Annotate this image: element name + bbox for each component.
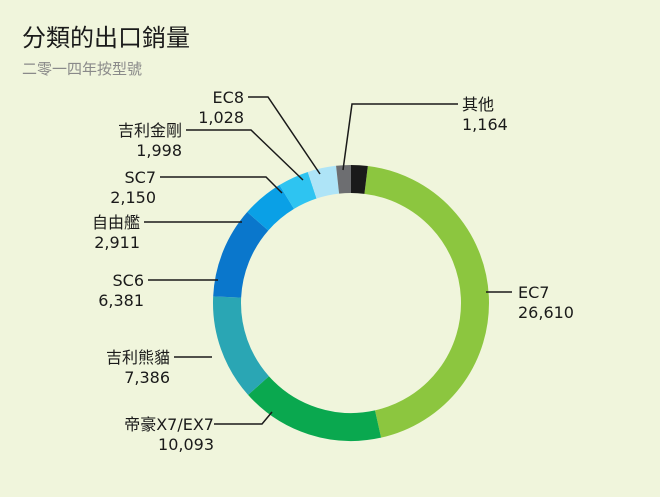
- slice-value-3: 6,381: [98, 291, 144, 310]
- slice-label-7: EC8: [213, 88, 244, 107]
- slice-value-2: 7,386: [124, 368, 170, 387]
- slice-value-0: 26,610: [518, 303, 574, 322]
- slice-value-4: 2,911: [94, 233, 140, 252]
- slice-0: [364, 166, 489, 438]
- chart-subtitle: 二零一四年按型號: [22, 60, 142, 78]
- slice-value-7: 1,028: [198, 108, 244, 127]
- leader-line-6: [186, 129, 304, 181]
- slice-label-5: SC7: [124, 168, 156, 187]
- slice-value-8: 1,164: [462, 115, 508, 134]
- slice-label-3: SC6: [112, 271, 144, 290]
- leader-line-8: [342, 103, 458, 171]
- slice-6: [307, 165, 340, 199]
- slice-label-2: 吉利熊貓: [106, 348, 170, 367]
- slice-4: [247, 184, 295, 231]
- slice-label-1: 帝豪X7/EX7: [124, 415, 214, 434]
- slice-7: [336, 165, 352, 194]
- leader-line-1: [214, 411, 273, 425]
- leader-line-5: [160, 176, 283, 194]
- slice-label-0: EC7: [518, 283, 549, 302]
- slice-2: [213, 296, 270, 395]
- slice-1: [248, 375, 382, 441]
- slice-label-8: 其他: [462, 95, 494, 114]
- slice-label-6: 吉利金剛: [118, 121, 182, 140]
- slice-value-5: 2,150: [110, 188, 156, 207]
- slice-value-6: 1,998: [136, 141, 182, 160]
- leader-line-7: [248, 96, 321, 175]
- slice-3: [213, 212, 269, 299]
- donut-slices: [213, 164, 489, 441]
- slice-8: [350, 164, 368, 194]
- slice-5: [279, 171, 317, 210]
- slice-value-1: 10,093: [158, 435, 214, 454]
- chart-title: 分類的出口銷量: [22, 24, 190, 52]
- slice-label-4: 自由艦: [92, 213, 140, 232]
